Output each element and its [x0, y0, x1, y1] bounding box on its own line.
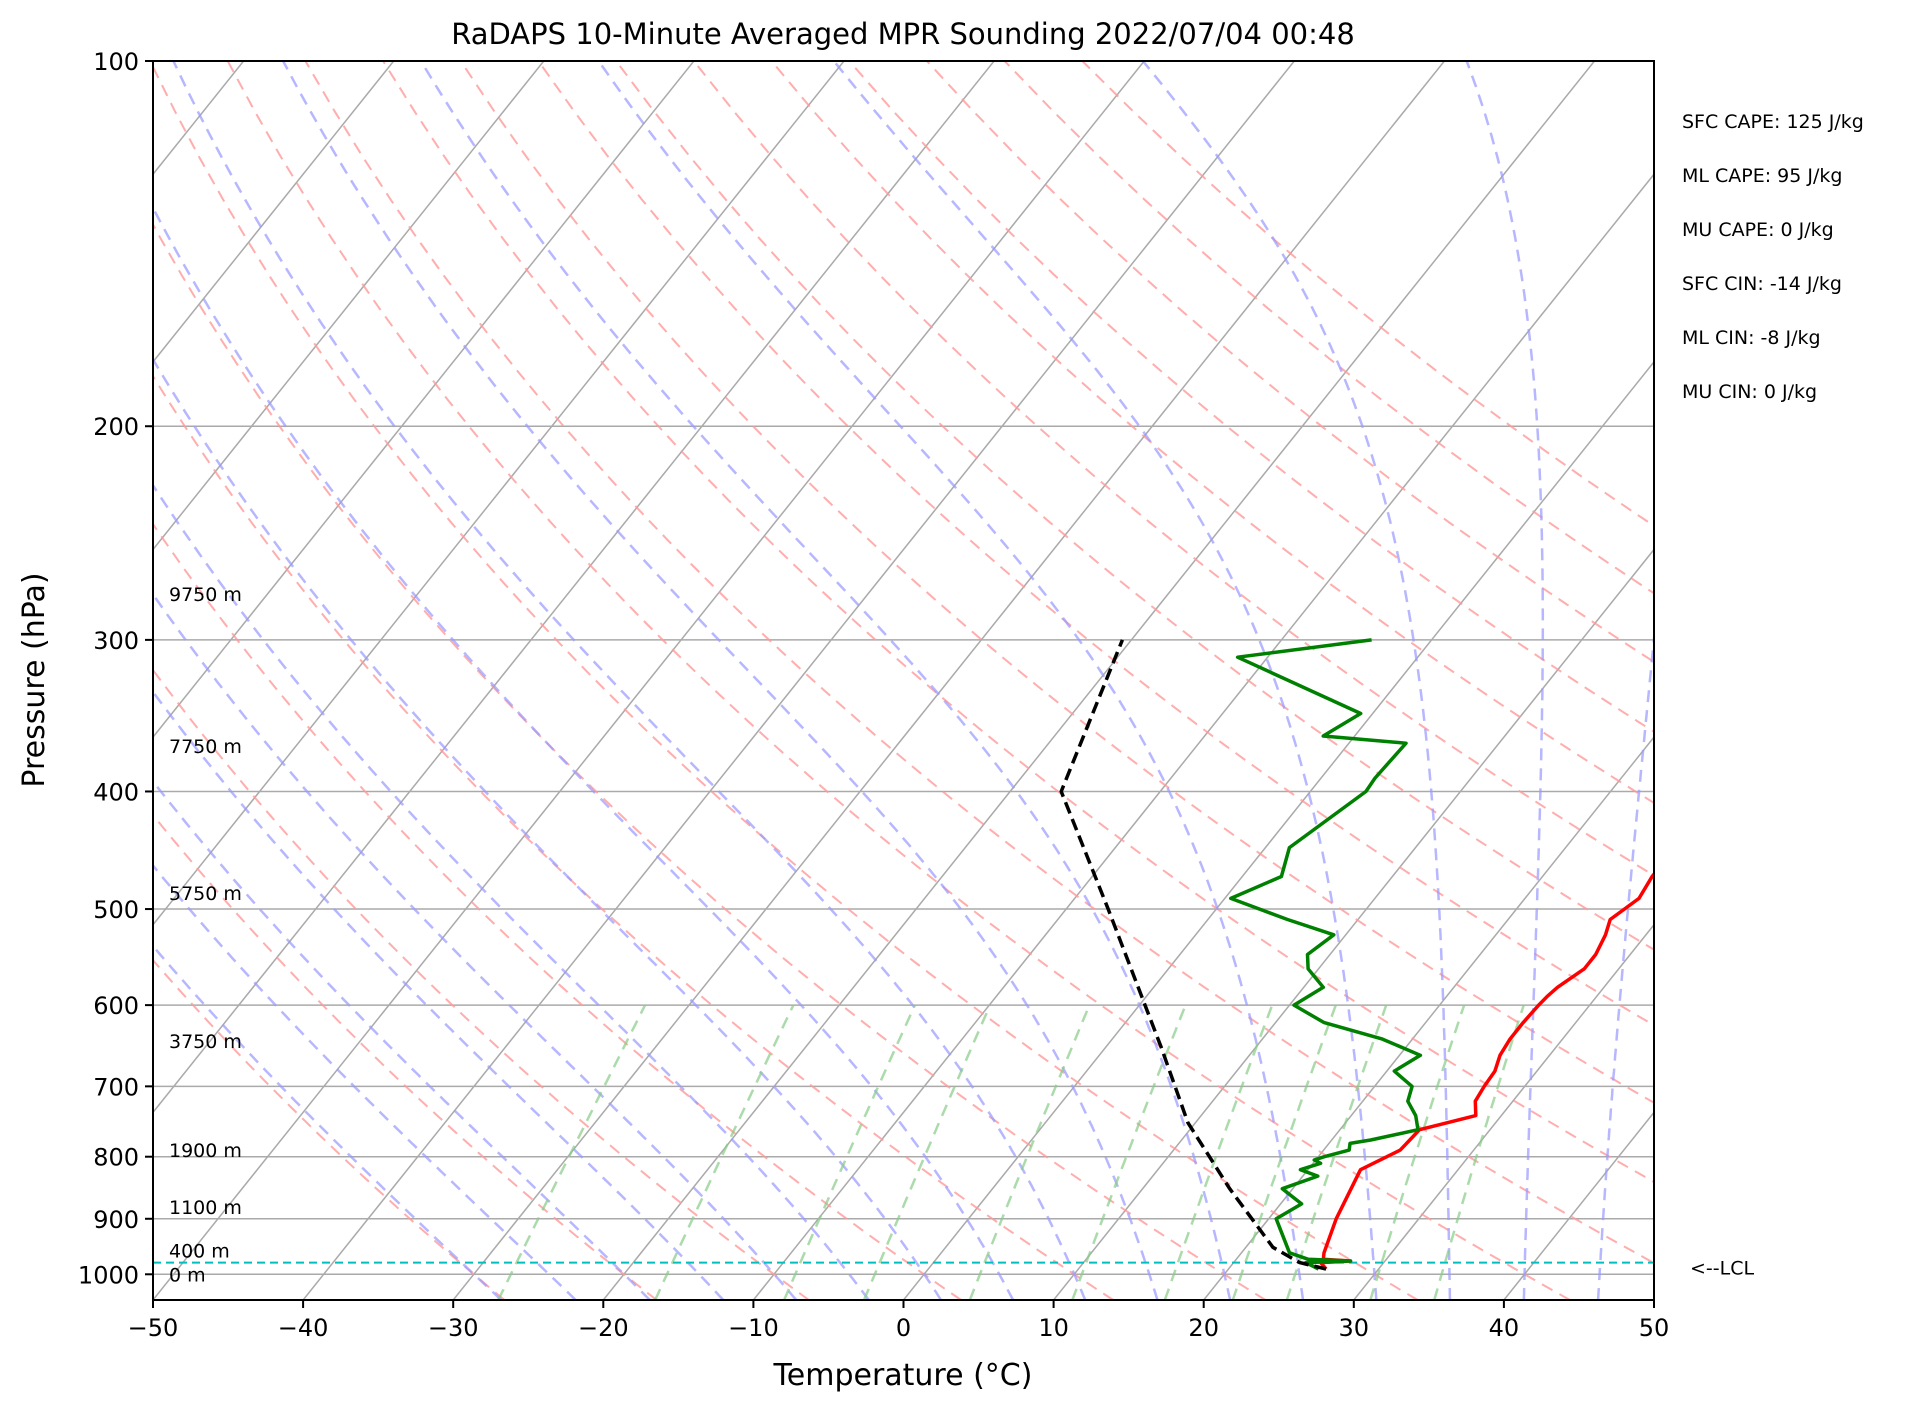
y-tick-label: 300 — [93, 627, 139, 655]
mixing-ratio-line — [1369, 1004, 1466, 1300]
moist-adiabat-line — [153, 689, 725, 1300]
dry-adiabat-line — [153, 522, 962, 1300]
index-text: SFC CAPE: 125 J/kg — [1682, 111, 1864, 133]
isotherm-line — [902, 360, 1654, 1300]
index-text: ML CAPE: 95 J/kg — [1682, 165, 1842, 187]
mixing-ratio-line — [1433, 1004, 1525, 1300]
isotherm-line — [153, 61, 995, 1114]
moist-adiabat-line — [1596, 625, 1654, 1300]
isotherm-line — [1353, 923, 1654, 1300]
height-label: 1100 m — [169, 1197, 242, 1219]
isotherm-line — [153, 61, 695, 739]
isotherm-line — [1653, 1298, 1654, 1300]
moist-adiabat-line — [153, 356, 943, 1300]
dry-adiabat-line — [153, 668, 810, 1300]
dewpoint-series-line — [1229, 638, 1423, 1271]
x-tick-label: 30 — [1339, 1314, 1370, 1342]
height-label: 1900 m — [169, 1140, 242, 1162]
height-label: 400 m — [169, 1241, 230, 1263]
dry-adiabat-line — [153, 813, 658, 1300]
dry-adiabat-line — [770, 61, 1654, 805]
dry-adiabat-line — [848, 61, 1654, 733]
index-text: SFC CIN: -14 J/kg — [1682, 273, 1842, 295]
y-tick-label: 900 — [93, 1206, 139, 1234]
moist-adiabat-line — [153, 863, 577, 1300]
isotherm-line — [153, 61, 1145, 1300]
moist-adiabat-line — [153, 944, 503, 1300]
x-tick-label: −20 — [578, 1314, 629, 1342]
moist-adiabat-line — [597, 61, 1305, 1300]
dry-adiabat-line — [226, 61, 1571, 1300]
isotherm-line — [1203, 735, 1654, 1300]
moist-adiabat-line — [153, 592, 798, 1300]
x-tick-label: −40 — [278, 1314, 329, 1342]
dry-adiabat-line — [304, 61, 1654, 1265]
x-tick-label: 20 — [1188, 1314, 1219, 1342]
mixing-ratio-line — [653, 1004, 795, 1300]
x-tick-label: 40 — [1489, 1314, 1520, 1342]
index-text: MU CAPE: 0 J/kg — [1682, 219, 1834, 241]
dry-adiabat-line — [153, 374, 1114, 1300]
dry-adiabat-line — [1081, 61, 1654, 528]
index-text: MU CIN: 0 J/kg — [1682, 381, 1817, 403]
lcl-label: <--LCL — [1690, 1258, 1754, 1280]
isotherm-line — [302, 61, 1295, 1300]
dry-adiabat-line — [693, 61, 1654, 877]
parcel-series-line — [1059, 639, 1327, 1271]
height-label: 5750 m — [169, 883, 242, 905]
y-axis-label: Pressure (hPa) — [17, 572, 52, 787]
moist-adiabat-line — [153, 483, 870, 1300]
dry-adiabat-line — [1003, 61, 1654, 595]
moist-adiabat-line — [1141, 61, 1452, 1300]
x-tick-label: −50 — [128, 1314, 179, 1342]
height-label: 3750 m — [169, 1031, 242, 1053]
mixing-ratio-line — [968, 1004, 1091, 1300]
dry-adiabat-line — [615, 61, 1654, 951]
y-tick-label: 400 — [93, 778, 139, 806]
mixing-ratio-line — [1071, 1004, 1187, 1300]
mixing-ratio-line — [862, 1004, 992, 1300]
y-tick-label: 1000 — [78, 1261, 139, 1289]
isotherm-line — [1503, 1111, 1654, 1300]
isotherm-line — [153, 61, 395, 364]
mixing-ratio-line — [782, 1004, 917, 1300]
dry-adiabat-line — [537, 61, 1654, 1027]
y-tick-label: 600 — [93, 992, 139, 1020]
y-tick-label: 700 — [93, 1073, 139, 1101]
y-tick-label: 200 — [93, 413, 139, 441]
moist-adiabat-line — [281, 61, 1159, 1300]
mixing-ratio-line — [1163, 1004, 1274, 1300]
index-text: ML CIN: -8 J/kg — [1682, 327, 1821, 349]
plot-frame — [152, 60, 1655, 1301]
moist-adiabat-line — [419, 61, 1232, 1300]
moist-adiabat-line — [172, 61, 1087, 1300]
moist-adiabat-line — [153, 205, 1015, 1300]
chart-title: RaDAPS 10-Minute Averaged MPR Sounding 2… — [451, 17, 1355, 51]
y-tick-label: 500 — [93, 896, 139, 924]
y-tick-label: 800 — [93, 1144, 139, 1172]
height-label: 0 m — [169, 1264, 206, 1286]
x-axis-label: Temperature (°C) — [773, 1358, 1033, 1393]
isotherm-line — [1053, 548, 1654, 1300]
mixing-ratio-line — [1231, 1004, 1337, 1300]
isotherm-line — [602, 61, 1596, 1300]
dry-adiabat-line — [153, 64, 1419, 1300]
y-tick-label: 100 — [93, 48, 139, 76]
height-label: 9750 m — [169, 584, 242, 606]
moist-adiabat-line — [832, 61, 1378, 1300]
isotherm-line — [452, 61, 1445, 1300]
mixing-ratio-line — [497, 1004, 647, 1300]
x-tick-label: 0 — [896, 1314, 911, 1342]
isotherm-line — [153, 61, 545, 551]
moist-adiabat-line — [1465, 61, 1545, 1300]
x-tick-label: 10 — [1038, 1314, 1069, 1342]
x-tick-label: 50 — [1639, 1314, 1670, 1342]
x-tick-label: −10 — [728, 1314, 779, 1342]
x-tick-label: −30 — [428, 1314, 479, 1342]
isotherm-line — [153, 61, 845, 926]
moist-adiabat-line — [153, 779, 651, 1300]
temperature-series-line — [1318, 871, 1654, 1271]
height-label: 7750 m — [169, 736, 242, 758]
